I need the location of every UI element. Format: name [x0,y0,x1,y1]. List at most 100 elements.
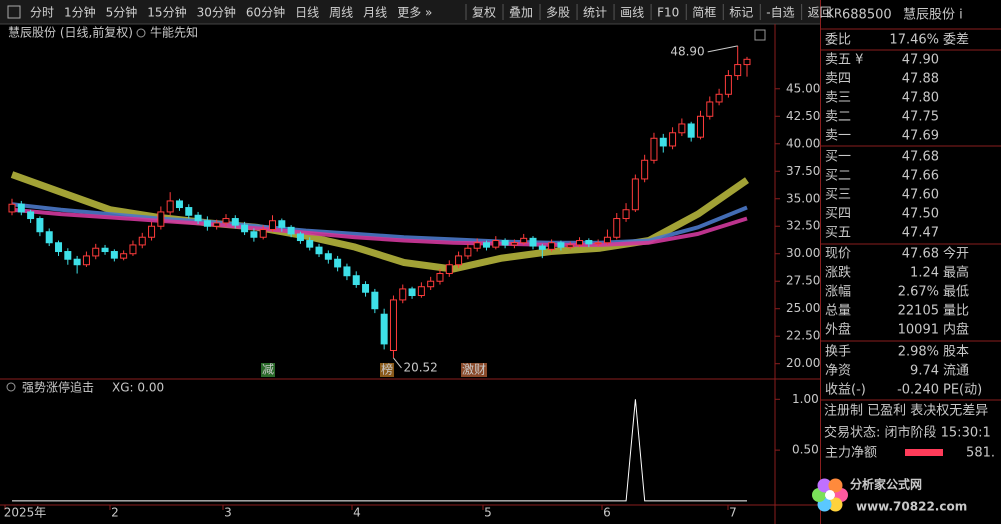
toolbar-button[interactable]: 简框 [692,6,716,20]
quote-label: 买四 [825,207,851,222]
candle-body [585,240,593,245]
candle-body [427,280,435,288]
indicator-title: 强势涨停追击 [22,380,94,395]
quote-label: 买五 [825,226,851,241]
toolbar-tab[interactable]: 5分钟 [106,5,138,20]
toolbar-button[interactable]: -自选 [766,6,794,20]
toolbar-button[interactable]: F10 [657,6,679,20]
chart-title: 慧辰股份 (日线,前复权) [8,25,133,40]
toolbar-button[interactable]: 统计 [583,6,607,20]
indicator-value: XG: 0.00 [112,381,164,395]
menu-icon[interactable] [7,5,21,19]
panel-icon[interactable] [754,29,766,41]
candle-body [222,218,230,224]
y-tick-label: 30.00 [786,246,820,260]
quote-label: 委比 [825,33,851,48]
candle-body [538,245,546,250]
quote-label: PE(动) [943,383,982,398]
candle-body [17,203,25,213]
x-tick-label: 2 [111,506,119,520]
candle-body [92,247,100,257]
toolbar-button[interactable]: 返回 [808,6,832,20]
candle-body [380,313,388,345]
candle-body [250,231,258,238]
indicator-icon[interactable] [6,382,16,392]
quote-label: 卖一 [825,129,851,144]
indicator-icon[interactable] [136,28,146,38]
quote-value: 47.90 [902,53,939,68]
toolbar-bg [0,0,820,24]
candle-body [566,244,574,248]
candle-body [464,247,472,257]
toolbar-button[interactable]: 叠加 [509,6,533,20]
event-marker[interactable]: 减 [262,363,274,377]
quote-label: 卖三 [825,91,851,106]
toolbar-tab[interactable]: 分时 [30,6,54,20]
candle-body [455,255,463,266]
candle-body [548,242,556,250]
toolbar-tab[interactable]: 1分钟 [64,5,96,20]
toolbar-button[interactable]: 多股 [546,6,570,20]
toolbar-button[interactable]: 画线 [620,6,644,20]
candle-body [175,200,183,209]
main-flow-label: 主力净额 [825,446,877,461]
toolbar-tab[interactable]: 周线 [329,6,353,20]
candle-body [362,284,370,293]
candle-body [706,101,714,117]
toolbar-tab[interactable]: 月线 [363,6,387,20]
badge: KR [826,7,842,21]
x-tick-label: 3 [224,506,232,520]
trade-status: 交易状态: 闭市阶段 15:30:1 [824,425,991,441]
candle-body [269,220,277,231]
candle-body [334,258,342,268]
quote-label: 涨跌 [825,265,851,281]
toolbar-tab[interactable]: 30分钟 [197,5,236,20]
candle-body [82,255,90,266]
quote-label: 最高 [943,265,969,281]
x-tick-label: 5 [484,506,492,520]
indicator-name: 牛能先知 [150,25,198,40]
toolbar-tab[interactable]: 60分钟 [246,5,285,20]
quote-value: 2.67% [898,285,939,300]
event-marker-bg [261,363,276,377]
candle-body [389,299,397,352]
toolbar-tab[interactable]: 日线 [295,6,319,20]
candle-body [120,253,128,259]
candle-body [287,226,295,235]
candle-body [73,258,81,266]
candle-body [27,211,35,220]
event-marker[interactable]: 激财 [462,363,486,377]
candle-body [501,240,509,246]
quote-value: 47.60 [902,188,939,203]
candle-body [64,251,72,260]
candle-body [520,237,528,244]
candle-body [166,200,174,213]
y-tick-label: 22.50 [786,329,820,343]
x-tick-label: 4 [353,506,361,520]
toolbar-button[interactable]: 标记 [729,6,753,20]
candle-body [631,178,639,211]
high-pointer [707,45,738,53]
main-flow-bar [905,449,943,456]
quote-label: 委差 [943,33,969,48]
moving-average [11,202,748,245]
stock-name: 慧辰股份 i [903,7,963,23]
candle-body [743,58,751,66]
candle-body [445,264,453,275]
logo-bg [821,466,1001,524]
toolbar-button[interactable]: 复权 [472,6,496,20]
candle-body [185,207,193,216]
y-tick-label: 37.50 [786,164,820,178]
quote-value: 47.88 [902,72,939,87]
candle-body [669,132,677,147]
toolbar-tab[interactable]: 更多 » [397,6,432,20]
quote-label: 卖四 [825,72,851,87]
event-marker-bg [461,363,488,377]
candle-body [8,203,16,213]
high-label: 48.90 [670,44,704,58]
candle-body [678,123,686,134]
watermark-name: 分析家公式网 [850,477,922,492]
event-marker[interactable]: 榜 [381,362,393,377]
toolbar-tab[interactable]: 15分钟 [147,5,186,20]
candle-body [641,159,649,180]
